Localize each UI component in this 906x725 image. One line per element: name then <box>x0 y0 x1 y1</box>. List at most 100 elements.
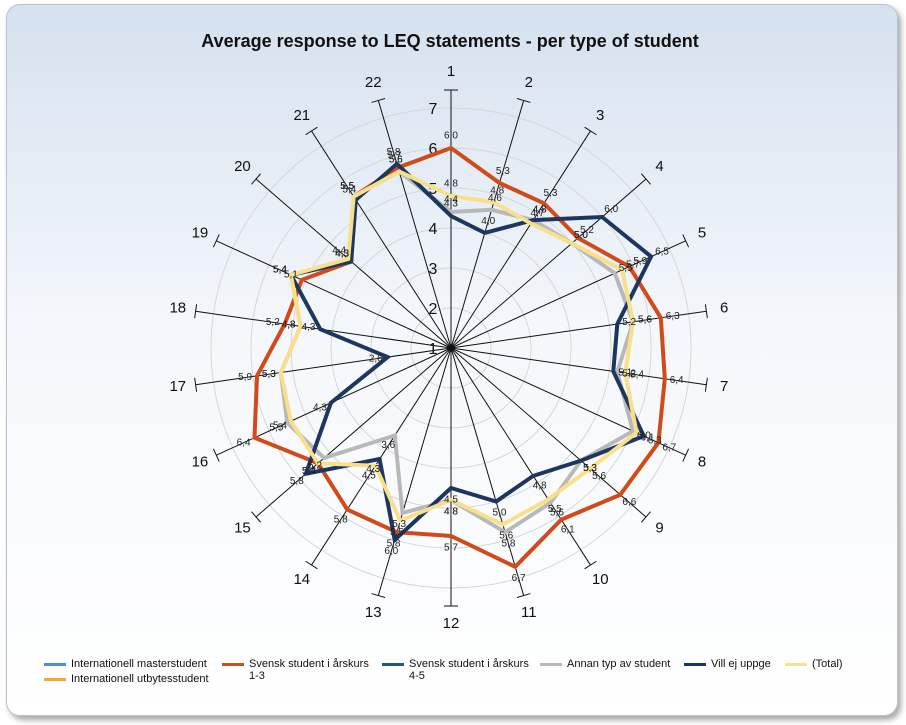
category-label: 6 <box>720 300 728 317</box>
data-label: 5,3 <box>583 463 597 474</box>
data-label: 6,0 <box>637 431 651 442</box>
category-label: 18 <box>169 300 186 317</box>
data-label: 5,2 <box>266 317 280 328</box>
data-label: 5,0 <box>574 230 588 241</box>
data-label: 5,4 <box>342 184 356 195</box>
category-label: 21 <box>293 107 310 124</box>
data-label: 6,1 <box>561 524 575 535</box>
data-label: 5,8 <box>387 147 401 158</box>
legend-swatch <box>684 663 706 666</box>
data-label: 5,4 <box>273 265 287 276</box>
spoke <box>311 130 452 349</box>
data-label: 5,5 <box>340 181 354 192</box>
data-label: 6,0 <box>384 546 398 557</box>
spoke-end <box>584 560 597 570</box>
category-label: 8 <box>698 454 706 471</box>
data-label: 4,3 <box>444 199 458 210</box>
data-label: 5,4 <box>630 369 644 380</box>
data-label: 6,4 <box>237 437 251 448</box>
data-label: 4,8 <box>444 179 458 190</box>
data-label: 5,5 <box>340 181 354 192</box>
data-label: 4,8 <box>282 319 296 330</box>
data-label: 5,1 <box>618 368 632 379</box>
data-label: 4,0 <box>481 216 495 227</box>
category-label: 17 <box>169 378 186 395</box>
series-line <box>278 169 639 527</box>
data-label: 6,1 <box>641 432 655 443</box>
spoke <box>450 310 707 349</box>
legend-swatch <box>540 663 562 666</box>
category-label: 13 <box>365 604 382 621</box>
spoke <box>311 347 452 566</box>
legend-swatch <box>44 678 66 681</box>
spoke <box>450 130 591 349</box>
data-label: 5,8 <box>502 538 516 549</box>
category-label: 5 <box>698 224 706 241</box>
legend-label: Vill ej uppge <box>711 658 771 670</box>
legend-label: Svensk student i årskurs 1-3 <box>249 658 369 682</box>
data-label: 4,7 <box>531 208 545 219</box>
data-label: 5,4 <box>302 466 316 477</box>
legend-swatch <box>785 663 807 666</box>
legend-swatch <box>382 663 404 666</box>
data-label: 5,6 <box>389 155 403 166</box>
category-label: 20 <box>234 158 251 175</box>
data-label: 5,8 <box>290 476 304 487</box>
category-label: 16 <box>192 454 209 471</box>
data-label: 5,7 <box>626 260 640 271</box>
category-label: 22 <box>365 74 382 91</box>
spoke <box>450 347 591 566</box>
data-label: 5,3 <box>262 369 276 380</box>
data-label: 5,3 <box>544 188 558 199</box>
data-label: 4,4 <box>444 195 458 206</box>
series-line <box>287 161 654 544</box>
data-label: 4,3 <box>302 322 316 333</box>
spoke <box>450 178 647 349</box>
category-label: 9 <box>655 520 663 537</box>
spoke <box>450 100 525 349</box>
spoke-end <box>212 234 220 248</box>
data-label: 4,3 <box>366 464 380 475</box>
data-label: 5,5 <box>269 422 283 433</box>
data-label: 6,3 <box>666 311 680 322</box>
spoke-end <box>371 97 386 103</box>
data-label: 5,7 <box>388 151 402 162</box>
category-label: 10 <box>592 571 609 588</box>
data-label: 6,6 <box>622 497 636 508</box>
data-label: 4,5 <box>362 471 376 482</box>
data-label: 4,6 <box>488 193 502 204</box>
category-label: 7 <box>720 378 728 395</box>
category-label: 19 <box>192 224 209 241</box>
data-label: 5,5 <box>548 504 562 515</box>
spoke-end <box>682 234 690 248</box>
spoke <box>195 347 452 386</box>
data-label: 5,3 <box>262 369 276 380</box>
legend-swatch <box>44 663 66 666</box>
data-label: 6,5 <box>655 246 669 257</box>
data-label: 4,8 <box>444 507 458 518</box>
data-label: 5,4 <box>302 466 316 477</box>
spoke <box>377 347 452 596</box>
data-label: 5,3 <box>583 463 597 474</box>
spoke-end <box>212 448 220 462</box>
data-label: 5,6 <box>389 155 403 166</box>
category-label: 11 <box>521 604 537 621</box>
data-label: 5,2 <box>308 461 322 472</box>
data-label: 5,3 <box>392 519 406 530</box>
data-label: 4,3 <box>313 402 327 413</box>
spoke <box>450 240 686 349</box>
data-label: 5,6 <box>592 471 606 482</box>
spoke <box>255 347 452 518</box>
spoke <box>216 240 452 349</box>
legend-swatch <box>222 663 244 666</box>
category-label: 1 <box>447 63 455 80</box>
data-label: 3,6 <box>381 440 395 451</box>
r-tick-label: 5 <box>429 181 438 198</box>
data-label: 4,8 <box>533 481 547 492</box>
data-label: 6,7 <box>662 442 676 453</box>
category-label: 3 <box>596 107 604 124</box>
r-tick-label: 2 <box>429 301 438 318</box>
spoke-end <box>641 511 651 523</box>
data-label: 5,9 <box>238 372 252 383</box>
